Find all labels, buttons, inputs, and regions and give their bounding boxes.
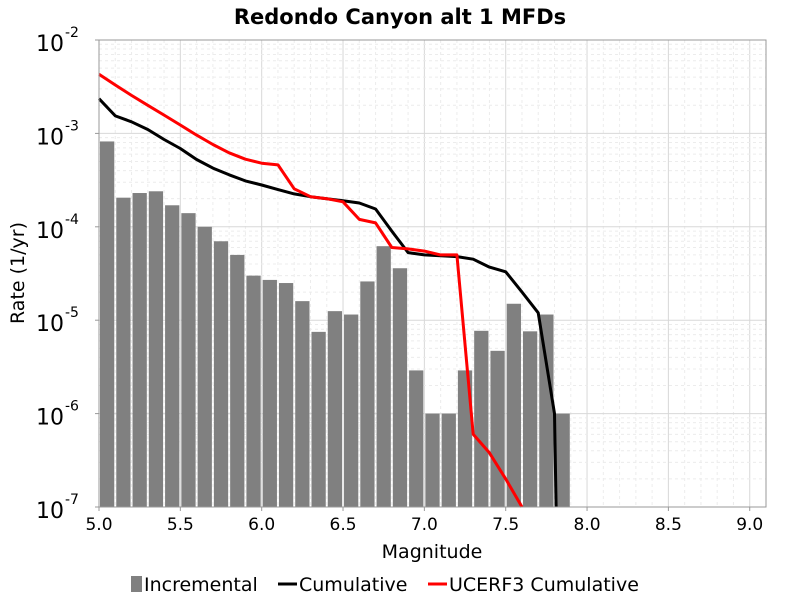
y-tick-exponent: -7 xyxy=(65,492,79,508)
y-tick-base: 10 xyxy=(36,219,64,244)
y-axis-label: Rate (1/yr) xyxy=(7,222,29,324)
x-tick-label: 6.0 xyxy=(248,515,275,535)
incremental-bar xyxy=(474,330,489,507)
ucerf3-cumulative-line xyxy=(98,72,524,508)
incremental-bar xyxy=(246,275,261,507)
incremental-bar xyxy=(409,370,424,507)
legend-swatch-incremental xyxy=(131,576,142,592)
incremental-bar xyxy=(181,213,196,507)
legend: Incremental Cumulative UCERF3 Cumulative xyxy=(131,574,639,596)
incremental-bar xyxy=(555,413,570,507)
y-tick-base: 10 xyxy=(36,125,64,150)
incremental-bar xyxy=(457,370,473,507)
y-tick-exponent: -2 xyxy=(65,25,79,41)
incremental-bar xyxy=(100,141,115,508)
x-tick-label: 5.5 xyxy=(167,515,194,535)
x-tick-label: 6.5 xyxy=(330,515,357,535)
x-tick-label: 9.0 xyxy=(736,515,763,535)
y-tick-base: 10 xyxy=(36,406,64,431)
y-tick-exponent: -6 xyxy=(65,399,79,415)
incremental-bar xyxy=(132,193,147,507)
incremental-bar xyxy=(311,331,326,507)
incremental-bar xyxy=(148,191,164,507)
y-tick-exponent: -4 xyxy=(65,212,79,228)
incremental-bar xyxy=(376,246,391,507)
legend-label-cumulative: Cumulative xyxy=(299,574,407,596)
incremental-bar xyxy=(441,413,456,507)
incremental-bar xyxy=(392,268,408,507)
incremental-bar xyxy=(490,350,505,507)
plot-area-frame xyxy=(98,39,767,508)
legend-label-ucerf3: UCERF3 Cumulative xyxy=(449,574,639,596)
x-tick-label: 7.5 xyxy=(492,515,519,535)
incremental-bar xyxy=(230,254,245,507)
y-axis-ticks: 10-210-310-410-510-610-7 xyxy=(36,25,99,524)
incremental-bar xyxy=(360,281,375,507)
incremental-bar xyxy=(327,311,343,507)
incremental-bar xyxy=(116,197,131,507)
x-tick-label: 5.0 xyxy=(85,515,112,535)
incremental-bar xyxy=(262,279,277,507)
y-tick-label: 10 -5 xyxy=(36,305,79,337)
cumulative-lines xyxy=(97,72,558,508)
y-tick-label: 10 -2 xyxy=(36,25,79,57)
legend-label-incremental: Incremental xyxy=(144,574,258,596)
incremental-bar xyxy=(425,413,440,507)
y-tick-exponent: -5 xyxy=(65,305,79,321)
y-tick-label: 10 -4 xyxy=(36,212,79,244)
incremental-bar xyxy=(165,205,180,508)
y-tick-label: 10 -7 xyxy=(36,492,79,524)
incremental-bar xyxy=(506,303,521,507)
incremental-bars xyxy=(100,141,570,508)
x-tick-label: 8.0 xyxy=(574,515,601,535)
y-tick-base: 10 xyxy=(36,499,64,524)
x-axis-ticks: 5.0 5.5 6.0 6.5 7.0 7.5 8.0 8.5 9.0 xyxy=(85,507,763,535)
incremental-bar xyxy=(522,331,538,507)
incremental-bar xyxy=(213,241,229,508)
incremental-bar xyxy=(344,314,359,507)
x-tick-label: 7.0 xyxy=(411,515,438,535)
incremental-bar xyxy=(295,301,310,507)
incremental-bar xyxy=(539,314,554,507)
chart-title: Redondo Canyon alt 1 MFDs xyxy=(234,5,566,29)
incremental-bar xyxy=(197,226,212,508)
y-tick-base: 10 xyxy=(36,312,64,337)
x-tick-label: 8.5 xyxy=(655,515,682,535)
y-tick-label: 10 -6 xyxy=(36,399,79,431)
y-tick-exponent: -3 xyxy=(65,118,79,134)
x-axis-label: Magnitude xyxy=(382,541,483,563)
incremental-bar xyxy=(278,283,294,507)
y-tick-label: 10 -3 xyxy=(36,118,79,150)
y-tick-base: 10 xyxy=(36,32,64,57)
